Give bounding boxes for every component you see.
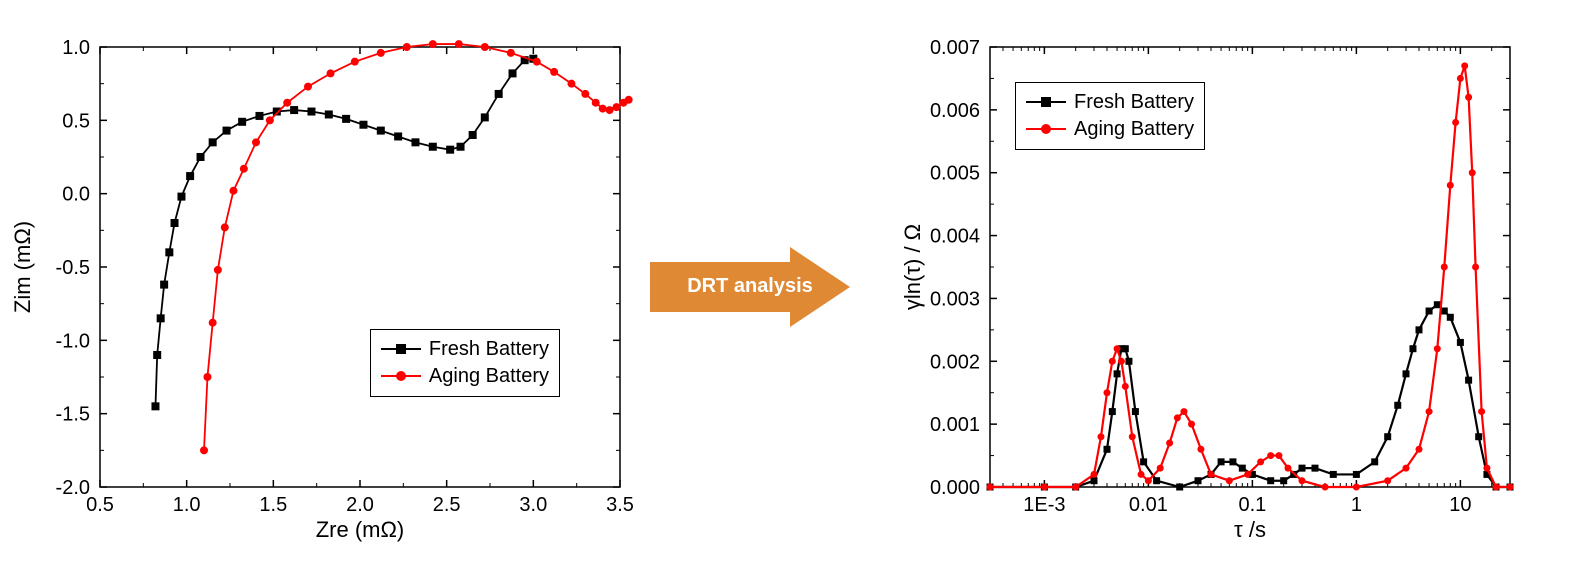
legend-row-fresh: Fresh Battery [381,336,549,363]
svg-text:1.5: 1.5 [259,494,287,516]
svg-text:-1.0: -1.0 [56,330,90,352]
legend-label-fresh-r: Fresh Battery [1074,91,1194,114]
svg-text:0.5: 0.5 [62,110,90,132]
legend-row-fresh-r: Fresh Battery [1026,89,1194,116]
svg-text:0.003: 0.003 [930,288,980,310]
nyquist-chart: 0.5 1.0 1.5 2.0 2.5 3.0 3.5 -2.0 -1.5 -1.0 -0.5 0.0… [0,27,640,547]
svg-text:1E-3: 1E-3 [1023,494,1065,516]
svg-text:2.5: 2.5 [433,494,461,516]
nyquist-svg: 0.5 1.0 1.5 2.0 2.5 3.0 3.5 -2.0 -1.5 -1.0 -0.5 0.0… [0,27,640,547]
nyquist-legend: Fresh Battery Aging Battery [370,329,560,397]
legend-swatch-fresh [381,344,421,354]
svg-text:0.001: 0.001 [930,414,980,436]
svg-text:0.004: 0.004 [930,225,980,247]
svg-text:3.0: 3.0 [519,494,547,516]
svg-text:0.005: 0.005 [930,162,980,184]
svg-text:0.006: 0.006 [930,99,980,121]
drt-arrow: DRT analysis [650,247,850,327]
arrow-label: DRT analysis [687,275,813,298]
drt-legend: Fresh Battery Aging Battery [1015,82,1205,150]
drt-chart: 1E-3 0.01 0.1 1 10 0.000 0.001 0.002 0.003 0.004 0… [860,27,1540,547]
svg-text:0.000: 0.000 [930,477,980,499]
svg-text:Zim (mΩ): Zim (mΩ) [10,220,35,312]
svg-text:0.0: 0.0 [62,183,90,205]
legend-row-aging-r: Aging Battery [1026,116,1194,143]
svg-text:-2.0: -2.0 [56,477,90,499]
legend-label-fresh: Fresh Battery [429,338,549,361]
svg-text:1: 1 [1351,494,1362,516]
figure-container: 0.5 1.0 1.5 2.0 2.5 3.0 3.5 -2.0 -1.5 -1.0 -0.5 0.0… [0,0,1590,573]
svg-text:0.1: 0.1 [1238,494,1266,516]
svg-text:1.0: 1.0 [173,494,201,516]
svg-text:10: 10 [1449,494,1471,516]
svg-text:Zre (mΩ): Zre (mΩ) [316,517,405,542]
svg-text:1.0: 1.0 [62,37,90,59]
svg-text:2.0: 2.0 [346,494,374,516]
svg-text:γln(τ) / Ω: γln(τ) / Ω [900,223,925,309]
svg-text:-0.5: -0.5 [56,257,90,279]
legend-swatch-fresh-r [1026,97,1066,107]
svg-text:-1.5: -1.5 [56,403,90,425]
svg-text:0.5: 0.5 [86,494,114,516]
legend-label-aging: Aging Battery [429,365,549,388]
legend-label-aging-r: Aging Battery [1074,118,1194,141]
svg-text:0.007: 0.007 [930,37,980,59]
legend-swatch-aging [381,371,421,381]
svg-text:0.002: 0.002 [930,351,980,373]
svg-text:0.01: 0.01 [1129,494,1168,516]
svg-text:τ /s: τ /s [1234,517,1266,542]
legend-row-aging: Aging Battery [381,363,549,390]
svg-text:3.5: 3.5 [606,494,634,516]
legend-swatch-aging-r [1026,124,1066,134]
